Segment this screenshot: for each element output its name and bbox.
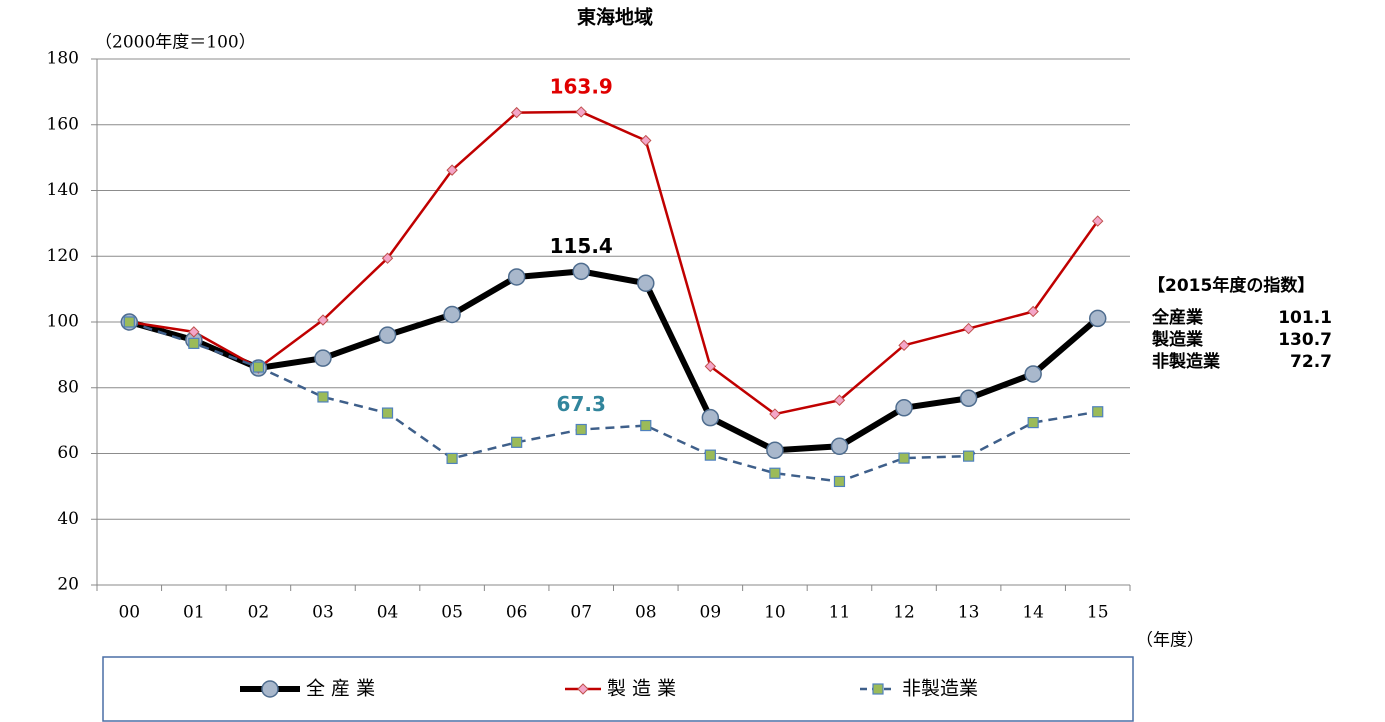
x-tick-label: 03 [312,603,334,623]
data-point [898,339,910,352]
y-tick-label: 100 [47,312,79,332]
data-label: 163.9 [550,74,613,98]
legend-box [102,656,1134,722]
data-point [962,322,975,335]
series-line [128,268,1100,454]
side-note-label: 全産業 [1151,307,1203,328]
data-point [830,437,849,456]
side-note-value: 72.7 [1290,352,1332,372]
data-point [575,423,587,436]
legend-label: 全 産 業 [306,678,375,700]
data-point [704,449,716,461]
x-tick-label: 08 [635,603,657,623]
legend-marker [577,683,589,695]
data-point [833,475,846,488]
side-note-label: 非製造業 [1152,351,1220,372]
data-point [317,314,329,326]
x-tick-label: 01 [183,603,205,623]
data-point [510,106,523,119]
series-line [129,110,1099,416]
data-point [704,360,717,373]
data-point [446,164,458,176]
y-tick-label: 160 [47,114,79,134]
y-tick-label: 40 [57,509,79,529]
data-point [381,407,394,419]
chart-title: 東海地域 [577,6,653,29]
data-point [317,391,329,403]
data-point [1092,215,1104,227]
data-point [637,274,655,292]
y-tick-label: 140 [47,180,79,200]
data-label: 67.3 [557,392,606,416]
y-tick-label: 180 [47,49,79,69]
data-label: 115.4 [550,234,613,258]
side-note-title: 【2015年度の指数】 [1148,275,1314,296]
data-point [701,408,720,427]
data-point [766,441,784,459]
data-point [572,262,590,281]
data-point [188,326,200,338]
data-point [769,408,781,420]
data-point [962,450,975,462]
legend-label: 製 造 業 [607,678,676,700]
x-tick-label: 04 [377,603,399,623]
x-tick-label: 13 [958,603,980,623]
data-point [188,337,200,349]
data-point [898,452,910,464]
data-point [640,134,652,147]
data-point [833,394,846,406]
x-tick-label: 07 [570,603,592,623]
x-tick-label: 10 [764,603,786,623]
x-tick-label: 00 [118,603,140,623]
data-point [381,252,394,264]
data-point [1027,416,1039,429]
data-point [252,361,265,373]
side-note-value: 101.1 [1278,308,1332,328]
legend-marker [261,680,279,698]
data-point [443,305,461,324]
data-point [1088,309,1107,328]
data-point [895,399,913,417]
legend-label: 非製造業 [902,678,978,700]
side-note-label: 製造業 [1151,329,1203,350]
x-tick-label: 09 [700,603,722,623]
x-tick-label: 11 [829,603,851,623]
y-axis-label: （2000年度＝100） [95,33,256,53]
y-tick-label: 60 [57,443,79,463]
data-point [640,419,652,432]
y-tick-label: 80 [57,377,79,397]
x-tick-label: 12 [893,603,915,623]
x-axis-label: （年度） [1136,631,1204,651]
x-tick-label: 05 [441,603,463,623]
data-point [1024,365,1042,383]
legend-marker [872,683,884,695]
data-point [575,106,587,118]
data-point [446,452,458,465]
data-point [314,349,332,367]
y-tick-label: 20 [57,575,79,595]
x-tick-label: 06 [506,603,528,623]
series-line [128,320,1098,483]
data-point [769,467,781,479]
data-point [959,389,978,408]
data-point [1092,406,1104,418]
x-tick-label: 14 [1022,603,1044,623]
data-point [511,436,523,448]
side-note-value: 130.7 [1278,330,1332,350]
x-tick-label: 15 [1087,603,1109,623]
x-tick-label: 02 [248,603,270,623]
data-point [123,316,135,328]
data-point [507,268,526,286]
y-tick-label: 120 [47,246,79,266]
data-point [1027,305,1039,318]
data-point [378,326,397,344]
